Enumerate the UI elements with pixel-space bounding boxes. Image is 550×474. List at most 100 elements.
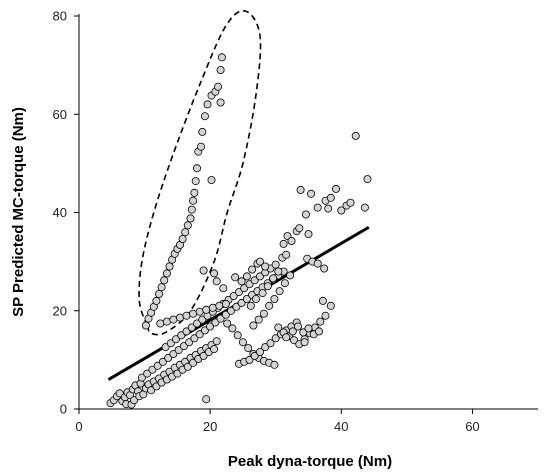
data-point xyxy=(242,272,251,281)
x-tick-label: 0 xyxy=(75,419,82,434)
data-point xyxy=(178,234,187,243)
data-point xyxy=(271,260,280,269)
data-point xyxy=(196,142,205,151)
data-point xyxy=(191,177,200,186)
highlight-ellipse-layer xyxy=(138,9,262,336)
data-point xyxy=(261,343,270,352)
data-point xyxy=(154,289,163,298)
data-point xyxy=(186,214,195,223)
data-point xyxy=(190,334,199,343)
data-point xyxy=(331,184,340,193)
data-point xyxy=(229,291,238,300)
data-point xyxy=(179,342,188,351)
data-point xyxy=(250,276,259,285)
data-point xyxy=(351,131,360,140)
data-point xyxy=(282,333,291,342)
data-point xyxy=(280,279,289,288)
data-point xyxy=(227,306,236,315)
data-point xyxy=(147,386,156,395)
data-point xyxy=(202,395,211,404)
data-point xyxy=(248,265,257,274)
data-point xyxy=(274,323,283,332)
data-point xyxy=(255,347,264,356)
y-tick-label: 80 xyxy=(53,9,67,24)
data-point xyxy=(274,267,283,276)
data-point xyxy=(245,355,254,364)
data-point xyxy=(316,317,325,326)
data-point xyxy=(183,362,192,371)
data-point xyxy=(212,337,221,346)
data-point xyxy=(158,357,167,366)
data-point xyxy=(258,289,267,298)
data-point xyxy=(301,210,310,219)
data-point xyxy=(237,277,246,286)
data-point xyxy=(313,259,322,268)
data-point xyxy=(279,239,288,248)
data-point xyxy=(346,198,355,207)
y-tick-label: 60 xyxy=(53,107,67,122)
y-axis-title: SP Predicted MC-torque (Nm) xyxy=(10,107,27,317)
data-point xyxy=(165,262,174,271)
data-point xyxy=(169,349,178,358)
data-point xyxy=(238,338,247,347)
data-point xyxy=(190,188,199,197)
data-point xyxy=(166,339,175,348)
data-point xyxy=(254,315,263,324)
data-point xyxy=(152,296,161,305)
data-point xyxy=(216,66,225,75)
data-point xyxy=(198,127,207,136)
data-point xyxy=(304,324,313,333)
data-point xyxy=(210,269,219,278)
data-point xyxy=(181,228,190,237)
data-point xyxy=(363,175,372,184)
x-axis-title: Peak dyna-torque (Nm) xyxy=(228,453,392,470)
y-tick-label: 40 xyxy=(53,205,67,220)
data-point xyxy=(304,230,313,239)
y-tick-label: 20 xyxy=(53,303,67,318)
data-point xyxy=(192,164,201,173)
data-point xyxy=(290,336,299,345)
data-point xyxy=(263,282,272,291)
x-tick-label: 40 xyxy=(334,419,348,434)
data-point xyxy=(307,189,316,198)
data-point xyxy=(288,327,297,336)
data-point xyxy=(130,396,139,405)
data-point xyxy=(324,204,333,213)
data-point xyxy=(282,250,291,259)
data-point xyxy=(321,311,330,320)
data-point xyxy=(217,53,226,62)
data-point xyxy=(296,185,305,194)
data-point xyxy=(157,283,166,292)
data-point xyxy=(183,221,192,230)
data-point xyxy=(270,360,279,369)
data-point xyxy=(216,314,225,323)
data-point xyxy=(169,315,178,324)
data-point xyxy=(259,309,268,318)
data-point xyxy=(162,269,171,278)
data-point xyxy=(171,335,180,344)
data-point xyxy=(200,112,209,121)
data-point xyxy=(242,294,251,303)
data-point xyxy=(326,193,335,202)
data-point xyxy=(187,323,196,332)
data-point xyxy=(255,272,264,281)
data-point xyxy=(233,331,242,340)
data-point xyxy=(199,266,208,275)
data-point xyxy=(266,339,275,348)
data-point xyxy=(174,346,183,355)
data-point xyxy=(202,305,211,314)
data-point xyxy=(208,303,217,312)
data-point xyxy=(216,98,225,107)
data-point xyxy=(275,287,284,296)
data-point xyxy=(240,284,249,293)
data-point xyxy=(249,321,258,330)
data-point xyxy=(251,294,260,303)
data-point xyxy=(137,373,146,382)
data-point xyxy=(182,311,191,320)
data-point xyxy=(189,309,198,318)
data-point xyxy=(141,321,150,330)
data-points xyxy=(106,53,372,409)
data-point xyxy=(300,338,309,347)
data-point xyxy=(314,327,323,336)
